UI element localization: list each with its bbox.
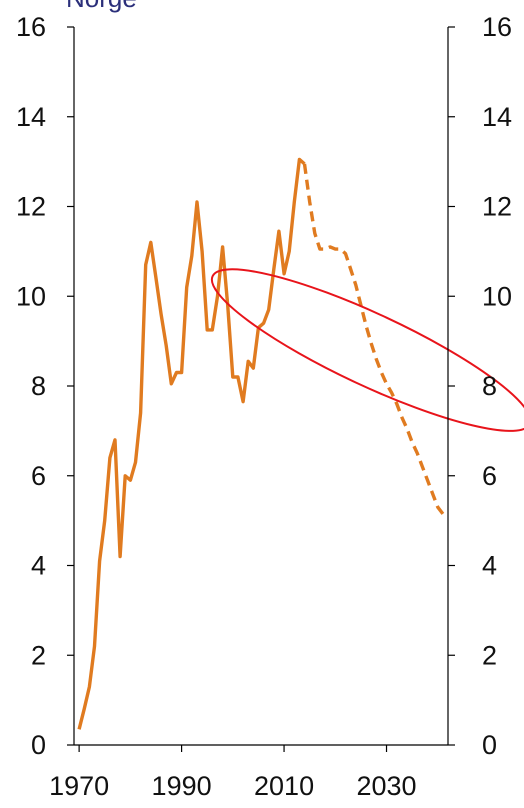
y-tick-label-right-0: 0 — [482, 730, 497, 760]
highlight-ellipse — [210, 268, 524, 432]
y-tick-label-right-10: 10 — [482, 281, 512, 311]
y-tick-label-left-8: 8 — [31, 371, 46, 401]
x-tick-label-1990: 1990 — [152, 771, 212, 801]
historical-line — [77, 157, 306, 730]
y-axis-right: 0 2 4 6 8 10 12 14 16 — [447, 12, 512, 760]
y-tick-label-left-6: 6 — [31, 461, 46, 491]
x-tick-label-2010: 2010 — [254, 771, 314, 801]
y-tick-label-right-14: 14 — [482, 102, 512, 132]
y-tick-label-left-16: 16 — [16, 12, 46, 42]
y-tick-label-right-8: 8 — [482, 371, 497, 401]
y-tick-label-left-10: 10 — [16, 281, 46, 311]
y-tick-label-right-4: 4 — [482, 551, 497, 581]
forecast-line — [302, 163, 445, 515]
y-tick-label-right-16: 16 — [482, 12, 512, 42]
y-axis-left: 0 2 4 6 8 10 12 14 16 — [16, 12, 75, 760]
y-tick-label-right-12: 12 — [482, 192, 512, 222]
y-tick-label-left-2: 2 — [31, 640, 46, 670]
y-tick-label-left-12: 12 — [16, 192, 46, 222]
y-tick-label-right-2: 2 — [482, 640, 497, 670]
y-tick-label-left-4: 4 — [31, 551, 46, 581]
y-tick-label-left-0: 0 — [31, 730, 46, 760]
y-tick-label-left-14: 14 — [16, 102, 46, 132]
chart-title: Norge — [66, 0, 137, 13]
x-tick-label-2030: 2030 — [356, 771, 416, 801]
x-axis: 1970 1990 2010 2030 — [49, 744, 448, 801]
x-tick-label-1970: 1970 — [49, 771, 109, 801]
plot-area — [77, 157, 524, 730]
y-tick-label-right-6: 6 — [482, 461, 497, 491]
